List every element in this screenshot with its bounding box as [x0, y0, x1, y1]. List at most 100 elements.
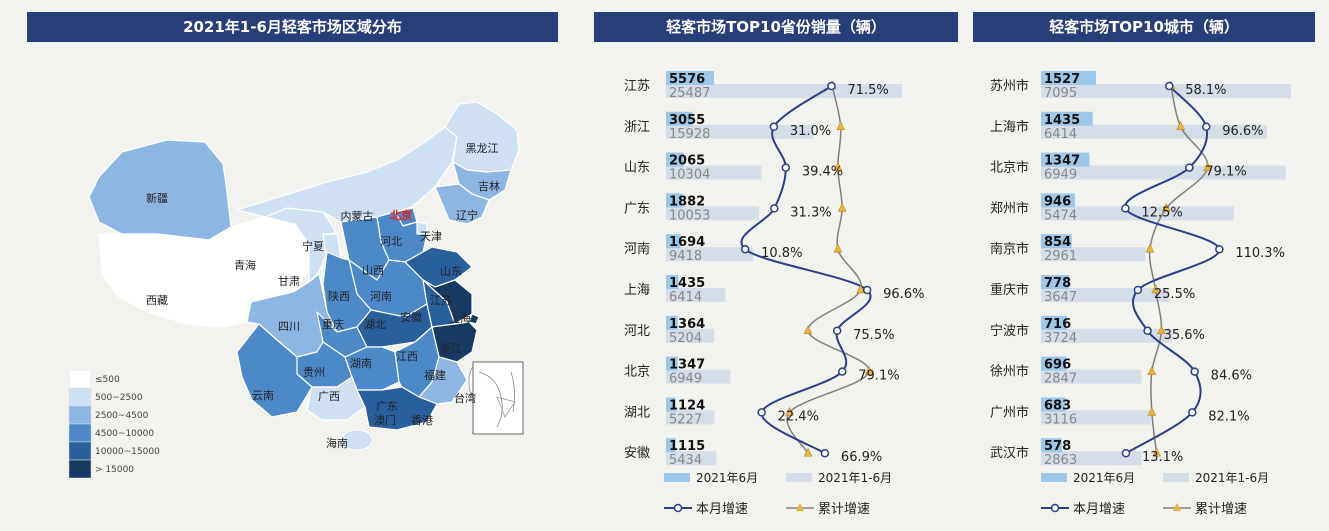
label-qinghai: 青海 — [234, 258, 256, 272]
growth-label: 84.6% — [1211, 369, 1252, 384]
region-neimenggu — [236, 126, 458, 223]
label-shaanxi: 陕西 — [328, 289, 350, 303]
label-xianggang: 香港 — [411, 414, 433, 427]
bar-jun — [666, 111, 693, 126]
growth-label: 31.3% — [790, 205, 831, 220]
legend-label-cum: 累计增速 — [818, 502, 870, 517]
growth-label: 96.6% — [1222, 124, 1263, 139]
bar-jun — [666, 315, 678, 330]
marker-cumulative — [1147, 406, 1157, 416]
legend-label-5: > 15000 — [95, 465, 134, 475]
map-title: 2021年1-6月轻客市场区域分布 — [27, 12, 558, 42]
label-jiangxi: 江西 — [396, 350, 418, 363]
marker-month — [827, 81, 836, 91]
label-heilongjiang: 黑龙江 — [466, 142, 499, 155]
bar-jun — [666, 356, 678, 371]
bar-jun — [666, 438, 676, 453]
label-aomen: 澳门 — [374, 413, 396, 427]
category-label: 宁波市 — [990, 323, 1029, 339]
marker-month — [838, 367, 847, 376]
legend-label-jun: 2021年6月 — [1073, 471, 1135, 485]
region-shanghai — [468, 313, 480, 325]
bar-h1 — [1041, 451, 1142, 466]
marker-cumulative — [836, 121, 846, 131]
growth-label: 79.1% — [858, 369, 899, 384]
value-h1: 10053 — [669, 208, 710, 223]
label-shandong: 山东 — [440, 265, 462, 278]
region-xinjiang — [88, 139, 232, 241]
marker-month — [1190, 367, 1199, 376]
label-hubei: 湖北 — [364, 318, 386, 331]
marker-month — [1121, 204, 1130, 213]
value-h1: 10304 — [669, 168, 710, 183]
marker-cumulative — [1176, 121, 1186, 131]
legend-swatch-4 — [68, 441, 92, 461]
value-jun: 5576 — [669, 72, 705, 87]
bar-jun — [1041, 193, 1076, 208]
category-label: 北京市 — [990, 160, 1029, 176]
marker-month — [862, 285, 872, 295]
label-taiwan: 台湾 — [454, 391, 476, 405]
legend-marker-month — [673, 503, 683, 513]
bar-h1 — [666, 84, 902, 98]
label-guangdong: 广东 — [376, 400, 398, 413]
value-h1: 5227 — [669, 412, 702, 427]
label-jiangsu: 江苏 — [430, 294, 452, 307]
label-zhejiang: 浙江 — [440, 342, 462, 355]
legend-label-jun: 2021年6月 — [696, 471, 758, 485]
line-cumulative — [786, 85, 870, 454]
label-xinjiang: 新疆 — [146, 191, 168, 205]
growth-label: 75.5% — [853, 328, 894, 343]
growth-label: 39.4% — [802, 165, 843, 180]
category-label: 安徽 — [624, 446, 650, 461]
legend-swatch-5 — [68, 459, 92, 479]
legend-label-0: ≤500 — [95, 375, 120, 385]
provinces-panel: 轻客市场TOP10省份销量（辆） 江苏 5576 25487 浙江 3055 15928 山… — [594, 12, 958, 522]
category-label: 河北 — [624, 324, 650, 339]
bar-jun — [1041, 397, 1066, 412]
value-h1: 6414 — [1044, 127, 1077, 142]
legend-marker-month — [1050, 503, 1060, 513]
marker-month — [832, 326, 842, 336]
bar-jun — [666, 397, 676, 412]
marker-month — [1215, 244, 1224, 254]
legend-swatch-2 — [68, 405, 92, 425]
region-jiangsu — [422, 279, 473, 325]
category-label: 上海 — [624, 283, 650, 298]
label-henan: 河南 — [370, 290, 392, 303]
legend-swatch-h1 — [786, 473, 812, 482]
label-fujian: 福建 — [424, 368, 446, 382]
value-jun: 1364 — [669, 317, 705, 332]
value-h1: 2863 — [1044, 453, 1077, 468]
bar-jun — [666, 71, 714, 85]
value-jun: 1527 — [1044, 72, 1080, 87]
bar-h1 — [666, 410, 715, 425]
bar-h1 — [1041, 328, 1173, 343]
label-yunnan: 云南 — [252, 389, 274, 402]
bar-h1 — [666, 288, 726, 302]
value-h1: 6949 — [1044, 168, 1077, 183]
label-beijing: 北京 — [390, 208, 412, 222]
label-gansu: 甘肃 — [278, 275, 300, 288]
label-neimenggu: 内蒙古 — [341, 209, 374, 223]
marker-cumulative — [837, 202, 847, 212]
growth-label: 82.1% — [1208, 409, 1249, 424]
category-label: 江苏 — [624, 78, 650, 94]
marker-cumulative — [1161, 202, 1171, 212]
value-h1: 9418 — [669, 249, 702, 264]
category-label: 郑州市 — [990, 200, 1029, 216]
marker-cumulative — [1151, 284, 1161, 294]
category-label: 北京 — [624, 365, 650, 380]
value-jun: 778 — [1044, 276, 1071, 291]
value-jun: 1435 — [1044, 113, 1080, 128]
growth-label: 110.3% — [1235, 246, 1285, 261]
value-jun: 1124 — [669, 398, 705, 413]
label-hebei: 河北 — [380, 235, 402, 248]
growth-label: 35.6% — [1164, 328, 1205, 343]
value-jun: 1882 — [669, 194, 705, 209]
label-anhui: 安徽 — [400, 310, 422, 324]
growth-label: 66.9% — [841, 450, 882, 465]
value-jun: 1347 — [669, 358, 705, 373]
growth-label: 71.5% — [847, 83, 888, 98]
value-h1: 3724 — [1044, 331, 1077, 346]
